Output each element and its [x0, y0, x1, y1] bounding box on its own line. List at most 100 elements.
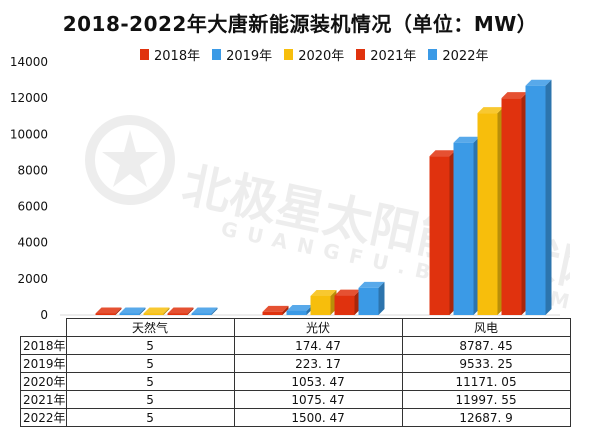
table-row-year: 2021年: [20, 390, 67, 409]
bar-front: [453, 142, 474, 315]
bar: [525, 79, 552, 316]
bar-chart: 0 2000 4000 6000 8000 10000 12000 14000: [10, 55, 560, 320]
bar: [262, 305, 289, 315]
bar-front: [477, 113, 498, 315]
table-cell: 174. 47: [233, 336, 403, 355]
bar-front: [429, 156, 450, 315]
bar-top: [453, 136, 480, 143]
table-cell: 1500. 47: [233, 408, 403, 427]
bar-side: [545, 79, 552, 316]
table-cell: 9533. 25: [401, 354, 571, 373]
bar: [334, 289, 361, 315]
y-tick-label: 4000: [17, 236, 48, 250]
table-header-pv: 光伏: [233, 318, 403, 337]
table-header-wind: 风电: [401, 318, 571, 337]
bar-front: [95, 313, 116, 315]
table-cell: 223. 17: [233, 354, 403, 373]
legend-item: 2020年: [284, 45, 344, 64]
y-tick-label: 10000: [10, 127, 48, 141]
bar: [310, 289, 337, 315]
bars: [95, 79, 552, 316]
bar-side: [282, 305, 289, 315]
legend-swatch: [284, 48, 294, 60]
table-row: 2018年 5 174. 47 8787. 45: [20, 336, 571, 355]
bar-front: [167, 313, 188, 315]
bar-top: [286, 304, 313, 311]
table-cell: 5: [65, 336, 235, 355]
table-cell: 12687. 9: [401, 408, 571, 427]
table-row: 2019年 5 223. 17 9533. 25: [20, 354, 571, 373]
bar-front: [334, 295, 355, 315]
bar-top: [477, 107, 504, 114]
bar-top: [310, 289, 337, 296]
bar-front: [143, 313, 164, 315]
legend-item: 2021年: [356, 45, 416, 64]
bar: [358, 281, 385, 315]
y-tick-label: 2000: [17, 272, 48, 286]
legend-swatch: [356, 48, 366, 60]
table-cell: 5: [65, 354, 235, 373]
bar-top: [119, 307, 146, 314]
bar-side: [163, 307, 170, 315]
table-row: 2021年 5 1075. 47 11997. 55: [20, 390, 571, 409]
legend-label: 2022年: [442, 48, 489, 64]
bar: [143, 307, 170, 315]
bar-side: [378, 281, 385, 315]
table-row-year: 2019年: [20, 354, 67, 373]
table-row: 2020年 5 1053. 47 11171. 05: [20, 372, 571, 391]
bar: [501, 92, 528, 315]
legend-item: 2019年: [212, 45, 272, 64]
chart-title: 2018-2022年大唐新能源装机情况（单位：MW）: [62, 12, 538, 36]
bar: [286, 304, 313, 315]
table-cell: 1075. 47: [233, 390, 403, 409]
bar-top: [95, 307, 122, 314]
table-cell: 5: [65, 390, 235, 409]
y-tick-label: 8000: [17, 163, 48, 177]
table-corner: [20, 318, 67, 337]
bar-side: [187, 307, 194, 315]
bar-top: [525, 79, 552, 86]
table-row-year: 2022年: [20, 408, 67, 427]
data-table: 天然气 光伏 风电 2018年 5 174. 47 8787. 45 2019年 5 223…: [20, 318, 571, 427]
table-cell: 11171. 05: [401, 372, 571, 391]
bar-front: [286, 310, 307, 315]
y-axis: 0 2000 4000 6000 8000 10000 12000 14000: [10, 55, 560, 320]
bar-top: [501, 92, 528, 99]
bar-top: [358, 281, 385, 288]
bar-top: [262, 305, 289, 312]
bar-front: [310, 295, 331, 315]
y-tick-label: 0: [40, 308, 48, 320]
bar-front: [262, 311, 283, 315]
bar: [453, 136, 480, 315]
table-cell: 1053. 47: [233, 372, 403, 391]
bar-top: [143, 307, 170, 314]
bar: [167, 307, 194, 315]
bar-side: [115, 307, 122, 315]
bar-top: [191, 307, 218, 314]
table-cell: 5: [65, 408, 235, 427]
y-tick-label: 14000: [10, 55, 48, 69]
legend-item: 2018年: [140, 45, 200, 64]
bar-top: [167, 307, 194, 314]
bar: [95, 307, 122, 315]
bar-front: [191, 313, 212, 315]
table-cell: 8787. 45: [401, 336, 571, 355]
bar: [429, 150, 456, 315]
table-row-year: 2020年: [20, 372, 67, 391]
table-header-gas: 天然气: [65, 318, 235, 337]
legend-swatch: [140, 48, 149, 60]
bar-front: [358, 287, 379, 315]
legend-swatch: [212, 48, 222, 60]
bar: [191, 307, 218, 315]
y-tick-label: 12000: [10, 91, 48, 105]
table-row: 2022年 5 1500. 47 12687. 9: [20, 408, 571, 427]
bar: [477, 107, 504, 315]
bar-top: [334, 289, 361, 296]
table-cell: 5: [65, 372, 235, 391]
legend-label: 2019年: [226, 48, 273, 64]
bar-side: [211, 307, 218, 315]
bar-top: [429, 150, 456, 157]
legend-label: 2021年: [370, 48, 417, 64]
legend-label: 2018年: [154, 48, 201, 64]
table-cell: 11997. 55: [401, 390, 571, 409]
